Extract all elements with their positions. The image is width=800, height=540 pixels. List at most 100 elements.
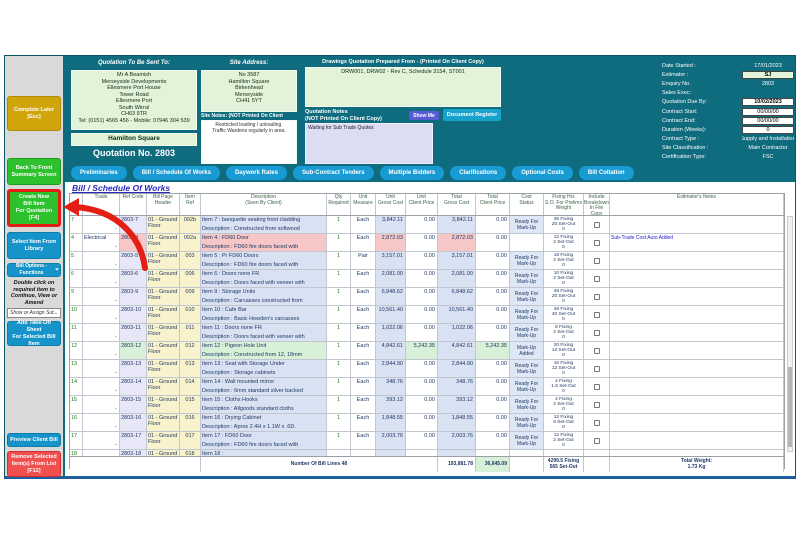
- complete-later-button[interactable]: Complete Later [Esc]: [7, 96, 61, 131]
- table-row[interactable]: 7 ⌄ 2803-7 01 - Ground Floor 002b Item 7 : ba…: [70, 216, 784, 234]
- estimator-notes-cell[interactable]: [610, 396, 784, 413]
- table-row[interactable]: 14 ⌄ 2803-14 01 - Ground Floor 014 Item 14 : …: [70, 378, 784, 396]
- include-breakdown-checkbox[interactable]: [593, 222, 600, 228]
- include-breakdown-checkbox[interactable]: [593, 312, 600, 318]
- chevron-down-icon[interactable]: ⌄: [113, 351, 118, 357]
- estimator-notes-cell[interactable]: [610, 414, 784, 431]
- tab-bill-collation[interactable]: Bill Collation: [578, 166, 634, 180]
- project-name-box[interactable]: Hamilton Square: [71, 133, 197, 146]
- table-row[interactable]: 12 ⌄ 2803-12 01 - Ground Floor 012 Item 12 : …: [70, 342, 784, 360]
- include-breakdown-checkbox[interactable]: [593, 330, 600, 336]
- chevron-down-icon[interactable]: ⌄: [113, 423, 118, 429]
- estimator-notes-cell[interactable]: [610, 306, 784, 323]
- include-breakdown-checkbox[interactable]: [593, 402, 600, 408]
- trade-cell[interactable]: ⌄: [83, 450, 120, 456]
- description-cell[interactable]: Item 7 : banquette seating front claddin…: [201, 216, 327, 233]
- tab-preliminaries[interactable]: Preliminaries: [71, 166, 127, 180]
- estimator-notes-cell[interactable]: [610, 360, 784, 377]
- include-breakdown-checkbox[interactable]: [593, 420, 600, 426]
- trade-cell[interactable]: ⌄: [83, 378, 120, 395]
- trade-cell[interactable]: ⌄: [83, 306, 120, 323]
- bill-options-functions-button[interactable]: Bill Options - Functions ⏷: [7, 263, 61, 277]
- description-cell[interactable]: Item 15 : Cloths Hooks Description : Allg…: [201, 396, 327, 413]
- chevron-down-icon[interactable]: ⌄: [113, 279, 118, 285]
- estimator-notes-cell[interactable]: Sub-Trade Cost Auto Added: [610, 234, 784, 251]
- table-row[interactable]: 13 ⌄ 2803-13 01 - Ground Floor 013 Item 13 : …: [70, 360, 784, 378]
- estimator-notes-cell[interactable]: [610, 450, 784, 456]
- table-row[interactable]: 16 ⌄ 2803-16 01 - Ground Floor 016 Item 16 : …: [70, 414, 784, 432]
- detail-field-input[interactable]: SJ: [742, 70, 794, 79]
- description-cell[interactable]: Item 4 : FD60 Door Description : FD60 fir…: [201, 234, 327, 251]
- quotation-notes-box[interactable]: Waiting for Sub Trade Quotes: [305, 123, 433, 164]
- chevron-down-icon[interactable]: ⌄: [113, 315, 118, 321]
- include-breakdown-checkbox[interactable]: [593, 240, 600, 246]
- include-breakdown-checkbox[interactable]: [593, 276, 600, 282]
- show-or-assign-sub-dropdown[interactable]: Show or Assign Sub-... ⌄: [7, 308, 61, 318]
- trade-cell[interactable]: ⌄: [83, 342, 120, 359]
- description-cell[interactable]: Item 12 : Pigeon Hole Unit Description : …: [201, 342, 327, 359]
- chevron-down-icon[interactable]: ⌄: [113, 297, 118, 303]
- document-register-button[interactable]: Document Register: [443, 109, 501, 121]
- include-breakdown-checkbox[interactable]: [593, 294, 600, 300]
- trade-cell[interactable]: ⌄: [83, 252, 120, 269]
- trade-cell[interactable]: ⌄: [83, 216, 120, 233]
- trade-cell[interactable]: ⌄: [83, 288, 120, 305]
- trade-cell[interactable]: ⌄: [83, 414, 120, 431]
- detail-field-input[interactable]: 00/00/00: [742, 116, 794, 125]
- preview-client-bill-button[interactable]: Preview Client Bill: [7, 433, 61, 447]
- trade-cell[interactable]: ⌄: [83, 324, 120, 341]
- include-breakdown-checkbox[interactable]: [593, 384, 600, 390]
- description-cell[interactable]: Item 5 : Pr FD60 Doors Description : FD60…: [201, 252, 327, 269]
- include-breakdown-checkbox[interactable]: [593, 438, 600, 444]
- estimator-notes-cell[interactable]: [610, 270, 784, 287]
- chevron-down-icon[interactable]: ⌄: [113, 405, 118, 411]
- select-item-from-library-button[interactable]: Select Item From Library: [7, 232, 61, 259]
- tab-bill-schedule-of-works[interactable]: Bill / Schedule Of Works: [132, 166, 220, 180]
- detail-field-input[interactable]: 0: [742, 125, 794, 134]
- vertical-scrollbar[interactable]: [787, 216, 793, 452]
- estimator-notes-cell[interactable]: [610, 432, 784, 449]
- estimator-notes-cell[interactable]: [610, 342, 784, 359]
- table-row[interactable]: 10 ⌄ 2803-10 01 - Ground Floor 010 Item 10 : …: [70, 306, 784, 324]
- trade-cell[interactable]: ⌄: [83, 270, 120, 287]
- description-cell[interactable]: Item 9 : Storage Units Description : Carc…: [201, 288, 327, 305]
- description-cell[interactable]: Item 16 : Drying Cabinet Description : Ap…: [201, 414, 327, 431]
- back-to-front-summary-button[interactable]: Back To Front Summary Screen: [7, 158, 61, 185]
- include-breakdown-checkbox[interactable]: [593, 366, 600, 372]
- drawings-box[interactable]: DRW001, DRW02 - Rev C, Schedule 3154, ST…: [305, 67, 501, 107]
- chevron-down-icon[interactable]: ⌄: [113, 387, 118, 393]
- estimator-notes-cell[interactable]: [610, 324, 784, 341]
- include-breakdown-checkbox[interactable]: [593, 258, 600, 264]
- show-me-button[interactable]: Show Me: [409, 111, 439, 120]
- trade-cell[interactable]: Electrical ⌄: [84, 234, 120, 251]
- chevron-down-icon[interactable]: ⌄: [113, 243, 118, 249]
- description-cell[interactable]: Item 18 :: [201, 450, 327, 456]
- detail-field-input[interactable]: 00/00/00: [742, 107, 794, 116]
- table-row[interactable]: 9 ⌄ 2803-9 01 - Ground Floor 009 Item 9 : Sto…: [70, 288, 784, 306]
- chevron-down-icon[interactable]: ⌄: [113, 225, 118, 231]
- description-cell[interactable]: Item 6 : Doors none FR Description : Door…: [201, 270, 327, 287]
- estimator-notes-cell[interactable]: [610, 378, 784, 395]
- description-cell[interactable]: Item 17 : FD60 Door Description : FD60 fi…: [201, 432, 327, 449]
- trade-cell[interactable]: ⌄: [83, 396, 120, 413]
- chevron-down-icon[interactable]: ⌄: [113, 333, 118, 339]
- sent-to-address-box[interactable]: Mr A Beamish Merseyside Developments Ell…: [71, 70, 197, 130]
- site-notes-box[interactable]: Restricted loading / unloading. Traffic …: [201, 120, 297, 164]
- tab-optional-costs[interactable]: Optional Costs: [512, 166, 573, 180]
- table-row[interactable]: 15 ⌄ 2803-15 01 - Ground Floor 015 Item 15 : …: [70, 396, 784, 414]
- estimator-notes-cell[interactable]: [610, 288, 784, 305]
- table-row[interactable]: 6 ⌄ 2803-6 01 - Ground Floor 006 Item 6 : Doo…: [70, 270, 784, 288]
- scrollbar-thumb[interactable]: [788, 367, 792, 447]
- tab-clarifications[interactable]: Clarifications: [450, 166, 507, 180]
- table-row[interactable]: 11 ⌄ 2803-11 01 - Ground Floor 011 Item 11 : …: [70, 324, 784, 342]
- estimator-notes-cell[interactable]: [610, 252, 784, 269]
- tab-daywork-rates[interactable]: Daywork Rates: [225, 166, 287, 180]
- chevron-down-icon[interactable]: ⌄: [113, 369, 118, 375]
- description-cell[interactable]: Item 14 : Wall mounted mirror Description…: [201, 378, 327, 395]
- add-take-off-sheet-button[interactable]: Add Take-Off Sheet For Selected Bill Ite…: [7, 320, 61, 347]
- chevron-down-icon[interactable]: ⌄: [113, 441, 118, 447]
- table-row[interactable]: 17 ⌄ 2803-17 01 - Ground Floor 017 Item 17 : …: [70, 432, 784, 450]
- chevron-down-icon[interactable]: ⌄: [113, 261, 118, 267]
- create-new-bill-item-button[interactable]: Create New Bill Item For Quotation [F4]: [7, 189, 61, 227]
- table-row[interactable]: 4 Electrical ⌄ 2803-4 01 - Ground Floor 002a I…: [70, 234, 784, 252]
